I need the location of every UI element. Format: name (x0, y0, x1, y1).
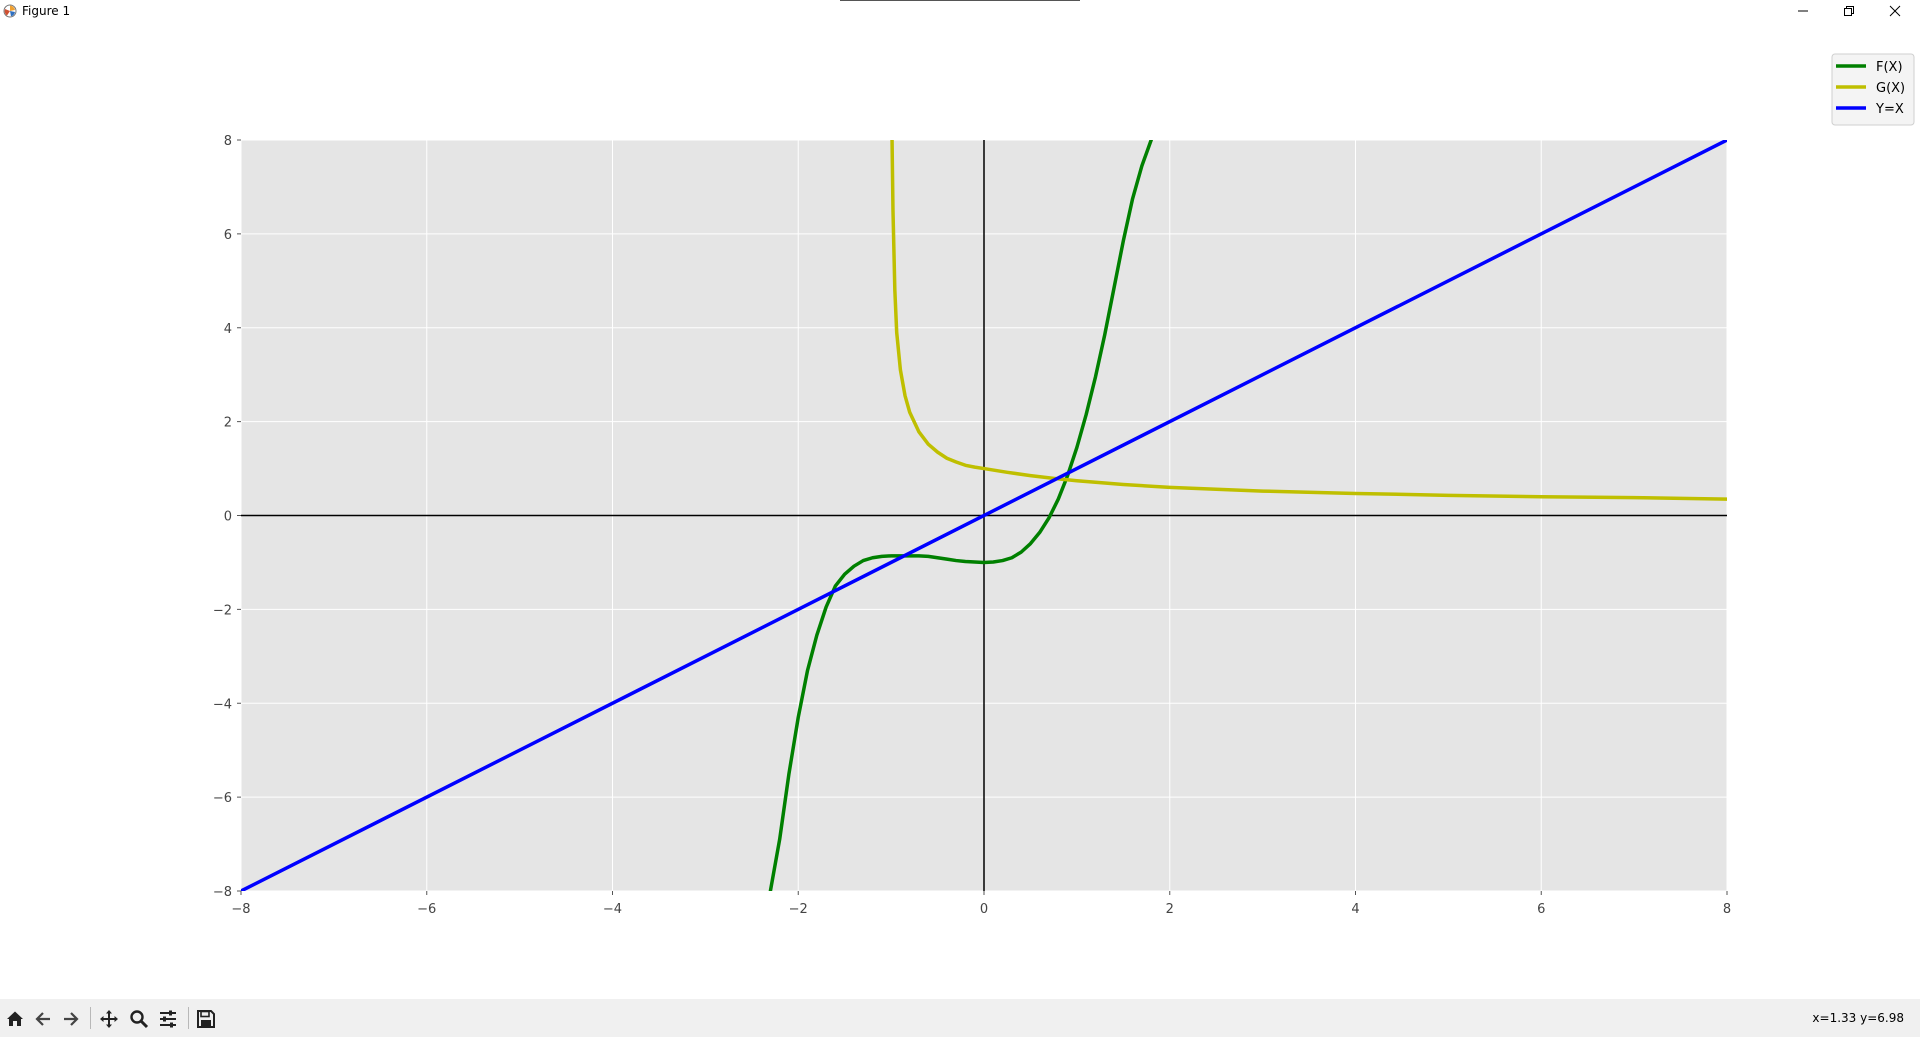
figure-canvas[interactable]: −8 −6 −4 −2 0 2 4 6 8 −8 −6 −4 −2 0 2 4 6 8 F(X) G(X) Y=X (0, 24, 1920, 999)
toolbar-separator (90, 1007, 91, 1029)
pan-button[interactable] (97, 1007, 121, 1031)
y-tick-label: 6 (224, 228, 232, 243)
x-tick-label: 2 (1166, 902, 1174, 917)
navigation-toolbar: x=1.33 y=6.98 (0, 999, 1920, 1037)
y-tick-label: 2 (224, 416, 232, 431)
y-tick-label: 0 (224, 510, 232, 525)
close-button[interactable] (1872, 0, 1918, 22)
home-button[interactable] (3, 1007, 27, 1031)
x-tick-label: 6 (1537, 902, 1545, 917)
series-line-y-x (241, 140, 1727, 891)
move-icon (100, 1010, 118, 1028)
x-tick-label: 0 (980, 902, 988, 917)
title-bar[interactable]: Figure 1 (0, 0, 1920, 24)
arrow-right-icon (64, 1012, 79, 1026)
y-tick-label: −8 (213, 885, 232, 900)
title-divider (840, 0, 1080, 1)
series-lines (241, 140, 1727, 891)
x-tick-label: −8 (231, 902, 250, 917)
legend-label: G(X) (1876, 81, 1905, 96)
x-tick-label: 4 (1351, 902, 1359, 917)
restore-button[interactable] (1826, 0, 1872, 22)
y-tick-label: 8 (224, 134, 232, 149)
x-tick-label: −6 (417, 902, 436, 917)
series-line-g-x- (890, 140, 1727, 501)
legend[interactable]: F(X) G(X) Y=X (1831, 53, 1915, 126)
home-icon (7, 1011, 23, 1026)
sliders-icon (160, 1010, 176, 1028)
close-icon (1889, 5, 1901, 17)
toolbar-separator (188, 1007, 189, 1029)
minimize-icon (1798, 10, 1808, 12)
matplotlib-icon (2, 3, 18, 19)
back-button[interactable] (31, 1007, 55, 1031)
configure-subplots-button[interactable] (156, 1007, 180, 1031)
minimize-button[interactable] (1780, 0, 1826, 22)
window-title: Figure 1 (22, 4, 71, 18)
y-tick-label: 4 (224, 322, 232, 337)
restore-icon (1844, 6, 1854, 16)
save-button[interactable] (194, 1007, 218, 1031)
axis-ticks: −8 −6 −4 −2 0 2 4 6 8 −8 −6 −4 −2 0 2 4 6 8 (213, 134, 1731, 917)
y-tick-label: −2 (213, 603, 232, 618)
y-tick-label: −6 (213, 791, 232, 806)
x-tick-label: 8 (1723, 902, 1731, 917)
forward-button[interactable] (59, 1007, 83, 1031)
floppy-disk-icon (197, 1010, 215, 1028)
legend-label: Y=X (1875, 102, 1904, 117)
line-chart: −8 −6 −4 −2 0 2 4 6 8 −8 −6 −4 −2 0 2 4 6 8 F(X) G(X) Y=X (213, 53, 1915, 917)
x-tick-label: −2 (789, 902, 808, 917)
arrow-left-icon (35, 1012, 50, 1026)
zoom-button[interactable] (127, 1007, 151, 1031)
cursor-coordinates: x=1.33 y=6.98 (1812, 1011, 1904, 1025)
magnifier-icon (130, 1010, 149, 1029)
legend-label: F(X) (1876, 60, 1903, 75)
x-tick-label: −4 (603, 902, 622, 917)
y-tick-label: −4 (213, 697, 232, 712)
